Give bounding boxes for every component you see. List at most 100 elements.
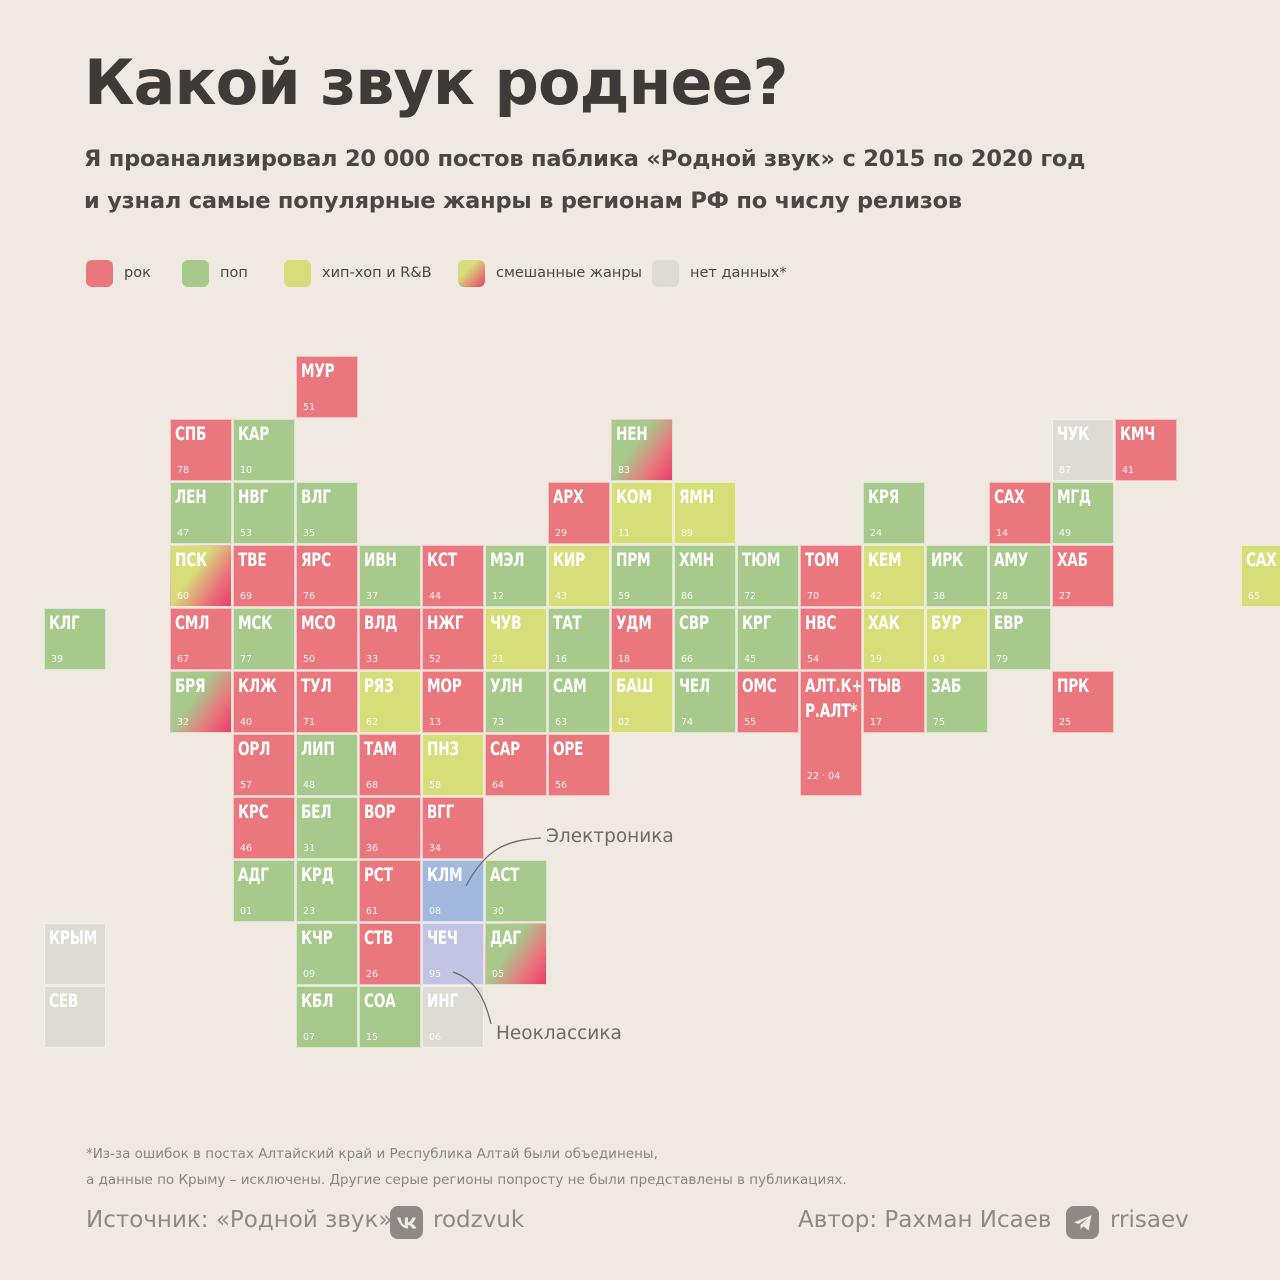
region-tile: МСО 50 [296,608,358,670]
region-tile: КРД 23 [296,860,358,922]
region-number: 72 [744,591,757,602]
region-number: 12 [492,591,505,602]
region-number: 48 [303,780,316,791]
region-code: АСТ [490,864,520,886]
region-code: ТОМ [805,549,839,571]
region-code: ЧУВ [490,612,522,634]
region-tile: АРХ 29 [548,482,610,544]
region-code: СЕВ [49,990,79,1012]
region-number: 50 [303,654,316,665]
legend-label-nodata: нет данных* [690,265,787,281]
region-number: 44 [429,591,442,602]
region-tile: КИР 43 [548,545,610,607]
legend-swatch-mixed [458,259,485,287]
region-code: КРЯ [868,486,900,508]
region-tile: УДМ 18 [611,608,673,670]
region-tile: БАШ 02 [611,671,673,733]
region-code: ВЛГ [301,486,331,508]
region-tile: ИВН 37 [359,545,421,607]
region-code: САМ [553,675,587,697]
region-code: СПБ [175,423,207,445]
legend-swatch-pop [182,259,209,287]
annotation-electronic: Электроника [546,826,674,847]
region-code: КСТ [427,549,457,571]
region-tile: ВОР 36 [359,797,421,859]
region-number: 06 [429,1032,442,1043]
region-number: 35 [303,528,316,539]
region-code: НВС [805,612,837,634]
region-code: ТУЛ [301,675,332,697]
region-number: 70 [807,591,820,602]
footnote-line-1: *Из-за ошибок в постах Алтайский край и … [86,1146,658,1162]
region-tile: МГД 49 [1052,482,1114,544]
region-code: КРГ [742,612,772,634]
region-tile: САМ 63 [548,671,610,733]
region-number: 69 [240,591,253,602]
region-code: ДАГ [490,927,521,949]
region-code: РЯЗ [364,675,394,697]
region-code: ЛЕН [175,486,207,508]
region-number: 61 [366,906,379,917]
region-code: ПСК [175,549,207,571]
region-number: 41 [1122,465,1135,476]
region-tile: ЧУВ 21 [485,608,547,670]
region-number: 53 [240,528,253,539]
region-tile: УЛН 73 [485,671,547,733]
region-number: 03 [933,654,946,665]
region-tile: МУР 51 [296,356,358,418]
region-tile: ТЮМ 72 [737,545,799,607]
legend-label-rock: рок [124,265,151,281]
region-code: ЗАБ [931,675,961,697]
region-code: СВР [679,612,709,634]
region-code: ХАК [868,612,900,634]
footer-source-label: Источник: «Родной звук» [86,1207,393,1233]
region-code: АЛТ.К+ Р.АЛТ* [805,675,862,722]
region-code: АДГ [238,864,269,886]
region-number: 02 [618,717,631,728]
region-number: 62 [366,717,379,728]
legend-swatch-hiphop [284,259,311,287]
region-code: ОМС [742,675,777,697]
region-code: УЛН [490,675,523,697]
region-tile: СОА 15 [359,986,421,1048]
region-tile: ПРМ 59 [611,545,673,607]
region-number: 71 [303,717,316,728]
footer-author-handle[interactable]: rrisaev [1110,1207,1189,1233]
footer-source-handle[interactable]: rodzvuk [433,1207,525,1233]
region-code: ВЛД [364,612,398,634]
region-tile: КРС 46 [233,797,295,859]
region-tile: МЭЛ 12 [485,545,547,607]
region-tile: РСТ 61 [359,860,421,922]
region-code: ТЮМ [742,549,781,571]
legend-label-mixed: смешанные жанры [496,265,643,281]
region-tile: ОРЕ 56 [548,734,610,796]
region-tile: НЕН 83 [611,419,673,481]
legend-item-hiphop: хип-хоп и R&B [284,258,432,288]
region-number: 38 [933,591,946,602]
region-tile: ВГГ 34 [422,797,484,859]
region-number: 43 [555,591,568,602]
region-code: РСТ [364,864,393,886]
region-number: 46 [240,843,253,854]
region-tile: СТВ 26 [359,923,421,985]
region-tile: ТАМ 68 [359,734,421,796]
annotation-neoclassic: Неоклассика [496,1023,622,1044]
region-number: 42 [870,591,883,602]
region-code: МОР [427,675,462,697]
region-number: 52 [429,654,442,665]
region-number: 14 [996,528,1009,539]
region-tile: КЕМ 42 [863,545,925,607]
region-tile: СПБ 78 [170,419,232,481]
telegram-icon[interactable] [1066,1206,1099,1239]
vk-icon[interactable] [390,1206,423,1239]
region-code: КЧР [301,927,333,949]
region-tile: ВЛГ 35 [296,482,358,544]
region-code: МГД [1057,486,1091,508]
region-number: 45 [744,654,757,665]
region-number: 47 [177,528,190,539]
region-tile: ЧУК 87 [1052,419,1114,481]
region-code: БЕЛ [301,801,332,823]
region-tile: БЕЛ 31 [296,797,358,859]
region-code: КАР [238,423,270,445]
region-code: САР [490,738,520,760]
